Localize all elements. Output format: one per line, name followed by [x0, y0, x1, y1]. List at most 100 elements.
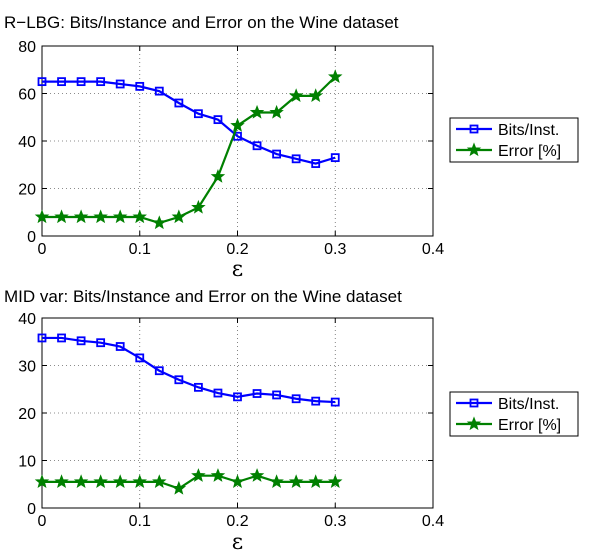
- data-point-error: [34, 474, 50, 489]
- x-tick-label: 0.4: [422, 241, 444, 258]
- data-point-error: [93, 209, 108, 224]
- y-tick-label: 20: [18, 182, 36, 199]
- data-point-error: [112, 209, 128, 224]
- data-point-bits: [330, 153, 340, 163]
- y-tick-label: 0: [27, 501, 36, 518]
- data-point-error: [328, 69, 343, 84]
- y-tick-label: 20: [18, 406, 36, 423]
- data-point-bits: [76, 336, 86, 346]
- x-tick-label: 0: [38, 513, 47, 530]
- x-tick-label: 0.2: [226, 513, 248, 530]
- x-tick-label: 0: [38, 241, 47, 258]
- data-point-bits: [252, 389, 262, 398]
- series-line-bits: [42, 336, 336, 404]
- data-point-bits: [154, 366, 164, 376]
- data-point-error: [171, 209, 187, 224]
- y-tick-label: 40: [18, 134, 36, 151]
- x-tick-label: 0.3: [324, 241, 346, 258]
- series-line-bits: [42, 80, 336, 165]
- legend-marker-star: [466, 142, 482, 157]
- data-point-bits: [272, 149, 282, 159]
- legend-label: Bits/Inst.: [498, 122, 559, 139]
- legend-marker-star: [466, 416, 482, 431]
- data-point-bits: [135, 353, 145, 363]
- data-point-bits: [291, 154, 301, 164]
- data-point-error: [132, 474, 147, 489]
- legend: Bits/Inst. Error [%]: [449, 391, 579, 437]
- data-point-error: [93, 474, 108, 489]
- legend: Bits/Inst. Error [%]: [449, 117, 579, 163]
- data-point-error: [191, 468, 206, 482]
- data-point-bits: [213, 388, 223, 398]
- data-point-error: [54, 209, 69, 224]
- data-point-error: [269, 104, 284, 119]
- x-axis-label: ε: [232, 257, 243, 282]
- data-point-bits: [115, 342, 125, 351]
- plot-area: [42, 46, 433, 236]
- data-point-error: [73, 209, 89, 224]
- legend-label: Bits/Inst.: [498, 396, 559, 413]
- x-tick-label: 0.2: [226, 241, 248, 258]
- x-tick-label: 0.1: [129, 513, 151, 530]
- data-point-bits: [154, 86, 164, 96]
- series-line-error: [42, 474, 336, 490]
- x-tick-label: 0.1: [129, 241, 151, 258]
- data-point-error: [34, 209, 50, 224]
- data-point-bits: [174, 375, 184, 385]
- data-point-bits: [76, 77, 86, 87]
- legend-label: Error [%]: [498, 417, 561, 434]
- data-point-error: [210, 169, 226, 183]
- data-point-error: [73, 474, 89, 489]
- chart-panel-2: MID var: Bits/Instance and Error on the …: [4, 287, 579, 555]
- chart-title: R−LBG: Bits/Instance and Error on the Wi…: [4, 13, 399, 32]
- data-point-bits: [174, 98, 184, 108]
- y-tick-label: 0: [27, 229, 36, 246]
- data-point-bits: [115, 79, 125, 89]
- data-point-bits: [193, 109, 203, 119]
- data-point-bits: [330, 397, 340, 407]
- y-tick-label: 10: [18, 454, 36, 471]
- chart-title: MID var: Bits/Instance and Error on the …: [4, 287, 402, 306]
- y-tick-label: 30: [18, 359, 36, 376]
- data-point-error: [308, 88, 323, 103]
- chart-panel-1: R−LBG: Bits/Instance and Error on the Wi…: [4, 13, 579, 282]
- legend-label: Error [%]: [498, 143, 561, 160]
- data-point-bits: [252, 141, 262, 151]
- data-point-error: [171, 480, 187, 495]
- data-point-bits: [37, 333, 47, 343]
- data-point-error: [328, 474, 343, 489]
- data-point-bits: [193, 382, 203, 392]
- data-point-bits: [213, 115, 223, 125]
- data-point-error: [210, 468, 226, 482]
- data-point-bits: [272, 390, 282, 400]
- data-point-error: [132, 209, 147, 224]
- y-tick-label: 40: [18, 311, 36, 328]
- data-point-bits: [311, 159, 321, 168]
- data-point-error: [249, 468, 265, 482]
- data-point-error: [249, 104, 265, 119]
- x-tick-label: 0.4: [422, 513, 444, 530]
- data-point-error: [308, 474, 323, 489]
- data-point-bits: [291, 394, 301, 404]
- data-point-bits: [37, 77, 47, 87]
- y-tick-label: 60: [18, 87, 36, 104]
- data-point-bits: [57, 77, 66, 87]
- data-point-error: [230, 117, 245, 132]
- data-point-bits: [233, 392, 242, 402]
- x-tick-label: 0.3: [324, 513, 346, 530]
- series-line-error: [42, 76, 337, 225]
- legend-marker-square: [469, 398, 479, 408]
- data-point-bits: [57, 333, 66, 343]
- data-point-error: [54, 474, 69, 489]
- data-point-error: [112, 474, 128, 489]
- data-point-error: [191, 199, 206, 214]
- legend-marker-square: [469, 124, 479, 134]
- data-point-bits: [311, 396, 321, 406]
- data-point-bits: [135, 81, 145, 91]
- data-point-error: [152, 215, 167, 230]
- data-point-bits: [96, 77, 106, 87]
- y-tick-label: 80: [18, 39, 36, 56]
- data-point-error: [152, 474, 167, 489]
- data-point-bits: [96, 338, 106, 348]
